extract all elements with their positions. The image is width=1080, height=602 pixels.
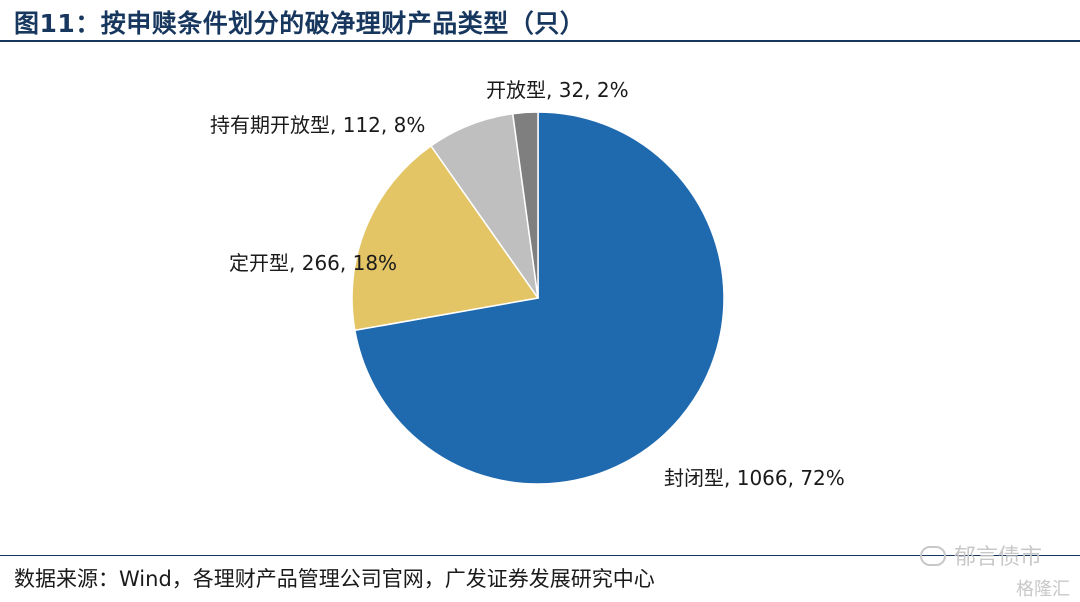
wechat-icon — [919, 546, 946, 566]
source-note: 数据来源：Wind，各理财产品管理公司官网，广发证券发展研究中心 — [14, 567, 655, 591]
pie-slice-3 — [511, 111, 539, 299]
source-divider — [0, 555, 1080, 556]
watermark-logo: 格隆汇 — [1016, 579, 1070, 600]
slice-label-2: 持有期开放型, 112, 8% — [210, 113, 425, 137]
slice-label-1: 定开型, 266, 18% — [229, 251, 397, 275]
slice-label-3: 开放型, 32, 2% — [486, 78, 629, 102]
title-underline — [0, 40, 1080, 42]
slice-label-0: 封闭型, 1066, 72% — [664, 466, 845, 490]
pie-slice-1 — [351, 144, 540, 332]
watermark-account: 郁言债市 — [919, 539, 1042, 571]
watermark-account-text: 郁言债市 — [953, 545, 1042, 570]
pie-slice-0 — [353, 111, 725, 485]
chart-title: 图11：按申赎条件划分的破净理财产品类型（只） — [14, 9, 586, 38]
